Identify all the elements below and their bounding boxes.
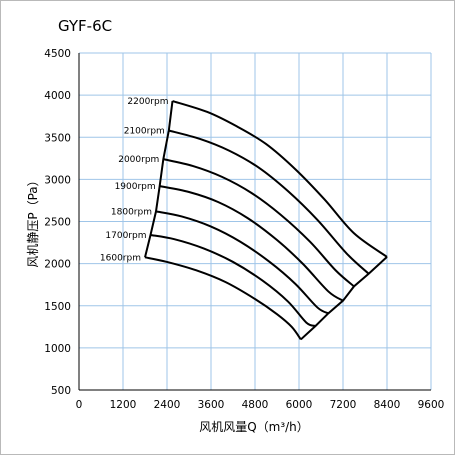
- y-tick-label: 2500: [44, 217, 71, 229]
- y-tick-label: 4000: [44, 90, 71, 102]
- x-tick-label: 3600: [198, 399, 225, 411]
- y-tick-label: 500: [51, 385, 71, 397]
- series-line-1900rpm: [159, 185, 344, 302]
- x-tick-label: 0: [76, 399, 83, 411]
- x-tick-label: 6000: [286, 399, 313, 411]
- y-tick-label: 1000: [44, 343, 71, 355]
- tick-labels: 0 1200 2400 3600 4800 6000 7200 8400 9600 500 1000…: [44, 48, 444, 411]
- series-lines: [144, 100, 388, 341]
- y-tick-label: 1500: [44, 301, 71, 313]
- end-boundary-line: [300, 256, 388, 341]
- series-label: 1800rpm: [111, 207, 152, 217]
- series-line-1600rpm: [144, 256, 302, 341]
- axes: [78, 53, 431, 391]
- series-label: 2200rpm: [127, 97, 168, 107]
- x-tick-label: 9600: [418, 399, 445, 411]
- x-tick-label: 7200: [330, 399, 357, 411]
- series-labels: 1600rpm 1700rpm 1800rpm 1900rpm 2000rpm 2100r…: [100, 97, 169, 263]
- series-line-2200rpm: [172, 100, 388, 258]
- x-tick-label: 8400: [374, 399, 401, 411]
- y-tick-label: 4500: [44, 48, 71, 60]
- start-boundary-line: [144, 100, 174, 258]
- series-label: 1700rpm: [105, 231, 146, 241]
- series-label: 2000rpm: [118, 155, 159, 165]
- x-axis-label: 风机风量Q（m³/h）: [199, 420, 309, 434]
- y-tick-label: 2000: [44, 259, 71, 271]
- x-tick-label: 4800: [242, 399, 269, 411]
- series-label: 1900rpm: [115, 182, 156, 192]
- series-label: 1600rpm: [100, 253, 141, 263]
- x-tick-label: 2400: [154, 399, 181, 411]
- x-tick-label: 1200: [110, 399, 137, 411]
- series-line-2100rpm: [168, 129, 370, 275]
- y-axis-label: 风机静压P（Pa）: [26, 174, 40, 267]
- series-line-1700rpm: [150, 233, 316, 327]
- series-line-1800rpm: [155, 210, 329, 315]
- series-line-2000rpm: [163, 158, 355, 288]
- y-tick-label: 3000: [44, 174, 71, 186]
- series-label: 2100rpm: [124, 127, 165, 137]
- chart-title: GYF-6C: [58, 17, 112, 35]
- y-tick-label: 3500: [44, 132, 71, 144]
